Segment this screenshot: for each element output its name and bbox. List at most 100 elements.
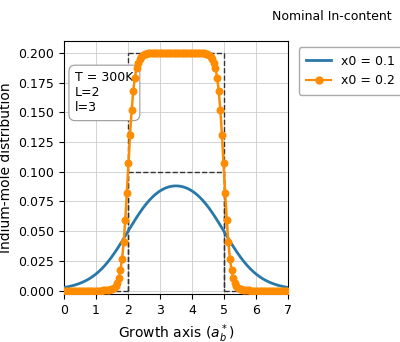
x0 = 0.2 — [88, 288, 94, 293]
x0 = 0.2 — [111, 285, 117, 290]
x0 = 0.1 — [100, 266, 105, 270]
x0 = 0.2 — [78, 288, 85, 293]
x0 = 0.2 — [196, 50, 202, 56]
x0 = 0.2 — [199, 51, 206, 56]
Text: Nominal In-content: Nominal In-content — [272, 10, 392, 23]
x0 = 0.2 — [150, 50, 156, 56]
x0 = 0.2 — [256, 288, 262, 293]
x0 = 0.2 — [217, 107, 224, 113]
x0 = 0.2 — [266, 288, 272, 293]
x0 = 0.2 — [172, 50, 178, 56]
x0 = 0.2 — [186, 50, 193, 56]
x0 = 0.2 — [67, 288, 74, 293]
x0 = 0.2 — [154, 50, 161, 56]
x0 = 0.2 — [86, 288, 93, 293]
x0 = 0.2 — [116, 275, 122, 281]
x0 = 0.2 — [77, 288, 83, 293]
x0 = 0.2 — [230, 275, 236, 281]
x0 = 0.1 — [281, 285, 286, 289]
x0 = 0.2 — [104, 287, 111, 293]
x0 = 0.2 — [208, 54, 214, 59]
x0 = 0.2 — [80, 288, 86, 293]
x0 = 0.2 — [278, 288, 285, 293]
x0 = 0.2 — [127, 132, 133, 137]
x0 = 0.2 — [138, 54, 144, 59]
x0 = 0.2 — [209, 56, 216, 62]
x0 = 0.2 — [95, 288, 101, 293]
x0 = 0.2 — [166, 50, 172, 56]
x0 = 0.2 — [191, 50, 198, 56]
x0 = 0.2 — [62, 288, 69, 293]
x0 = 0.2 — [285, 288, 291, 293]
Y-axis label: Indium-mole distribution: Indium-mole distribution — [0, 82, 13, 253]
x0 = 0.2 — [232, 280, 238, 286]
x0 = 0.2 — [264, 288, 270, 293]
x0 = 0.2 — [185, 50, 191, 56]
x0 = 0.2 — [198, 50, 204, 56]
x0 = 0.2 — [183, 50, 190, 56]
x0 = 0.1 — [148, 198, 152, 202]
x0 = 0.2 — [100, 288, 106, 293]
x0 = 0.2 — [270, 288, 277, 293]
x0 = 0.2 — [148, 50, 154, 56]
x0 = 0.2 — [280, 288, 286, 293]
x0 = 0.2 — [246, 288, 252, 293]
x0 = 0.2 — [72, 288, 78, 293]
x0 = 0.2 — [175, 50, 182, 56]
x0 = 0.2 — [74, 288, 80, 293]
x0 = 0.2 — [283, 288, 290, 293]
x0 = 0.2 — [125, 160, 132, 166]
Line: x0 = 0.1: x0 = 0.1 — [64, 186, 288, 288]
x0 = 0.2 — [170, 50, 177, 56]
x0 = 0.2 — [238, 287, 244, 292]
x0 = 0.2 — [69, 288, 75, 293]
x0 = 0.2 — [235, 285, 241, 290]
x0 = 0.2 — [201, 51, 208, 56]
x0 = 0.2 — [83, 288, 90, 293]
x0 = 0.2 — [220, 160, 227, 166]
x0 = 0.2 — [162, 50, 169, 56]
x0 = 0.2 — [194, 50, 201, 56]
X-axis label: Growth axis ($a_b^*$): Growth axis ($a_b^*$) — [118, 323, 234, 342]
Text: T = 300K
L=2
l=3: T = 300K L=2 l=3 — [75, 71, 134, 115]
x0 = 0.2 — [233, 283, 240, 289]
x0 = 0.2 — [109, 286, 116, 291]
x0 = 0.2 — [177, 50, 183, 56]
x0 = 0.2 — [272, 288, 278, 293]
x0 = 0.2 — [277, 288, 283, 293]
x0 = 0.2 — [224, 217, 230, 223]
x0 = 0.2 — [156, 50, 162, 56]
x0 = 0.2 — [124, 190, 130, 196]
x0 = 0.2 — [153, 50, 159, 56]
x0 = 0.2 — [211, 60, 217, 65]
x0 = 0.1 — [286, 286, 290, 290]
x0 = 0.2 — [190, 50, 196, 56]
x0 = 0.2 — [193, 50, 199, 56]
x0 = 0.2 — [64, 288, 70, 293]
x0 = 0.2 — [159, 50, 166, 56]
x0 = 0.2 — [216, 88, 222, 94]
x0 = 0.2 — [227, 256, 233, 262]
x0 = 0.2 — [164, 50, 170, 56]
x0 = 0.1 — [62, 286, 66, 290]
x0 = 0.2 — [135, 60, 141, 65]
x0 = 0.2 — [158, 50, 164, 56]
x0 = 0.2 — [203, 51, 209, 56]
x0 = 0.2 — [161, 50, 167, 56]
x0 = 0.2 — [119, 256, 125, 262]
x0 = 0.2 — [261, 288, 267, 293]
x0 = 0.2 — [70, 288, 77, 293]
x0 = 0.2 — [204, 52, 211, 57]
x0 = 0.2 — [133, 66, 140, 71]
x0 = 0.2 — [259, 288, 266, 293]
x0 = 0.2 — [141, 52, 148, 57]
x0 = 0.2 — [282, 288, 288, 293]
x0 = 0.2 — [236, 286, 243, 291]
x0 = 0.2 — [262, 288, 269, 293]
x0 = 0.2 — [114, 280, 120, 286]
x0 = 0.2 — [167, 50, 174, 56]
x0 = 0.2 — [151, 50, 158, 56]
x0 = 0.1 — [87, 276, 92, 280]
x0 = 0.2 — [274, 288, 280, 293]
Legend: x0 = 0.1, x0 = 0.2: x0 = 0.1, x0 = 0.2 — [299, 47, 400, 94]
